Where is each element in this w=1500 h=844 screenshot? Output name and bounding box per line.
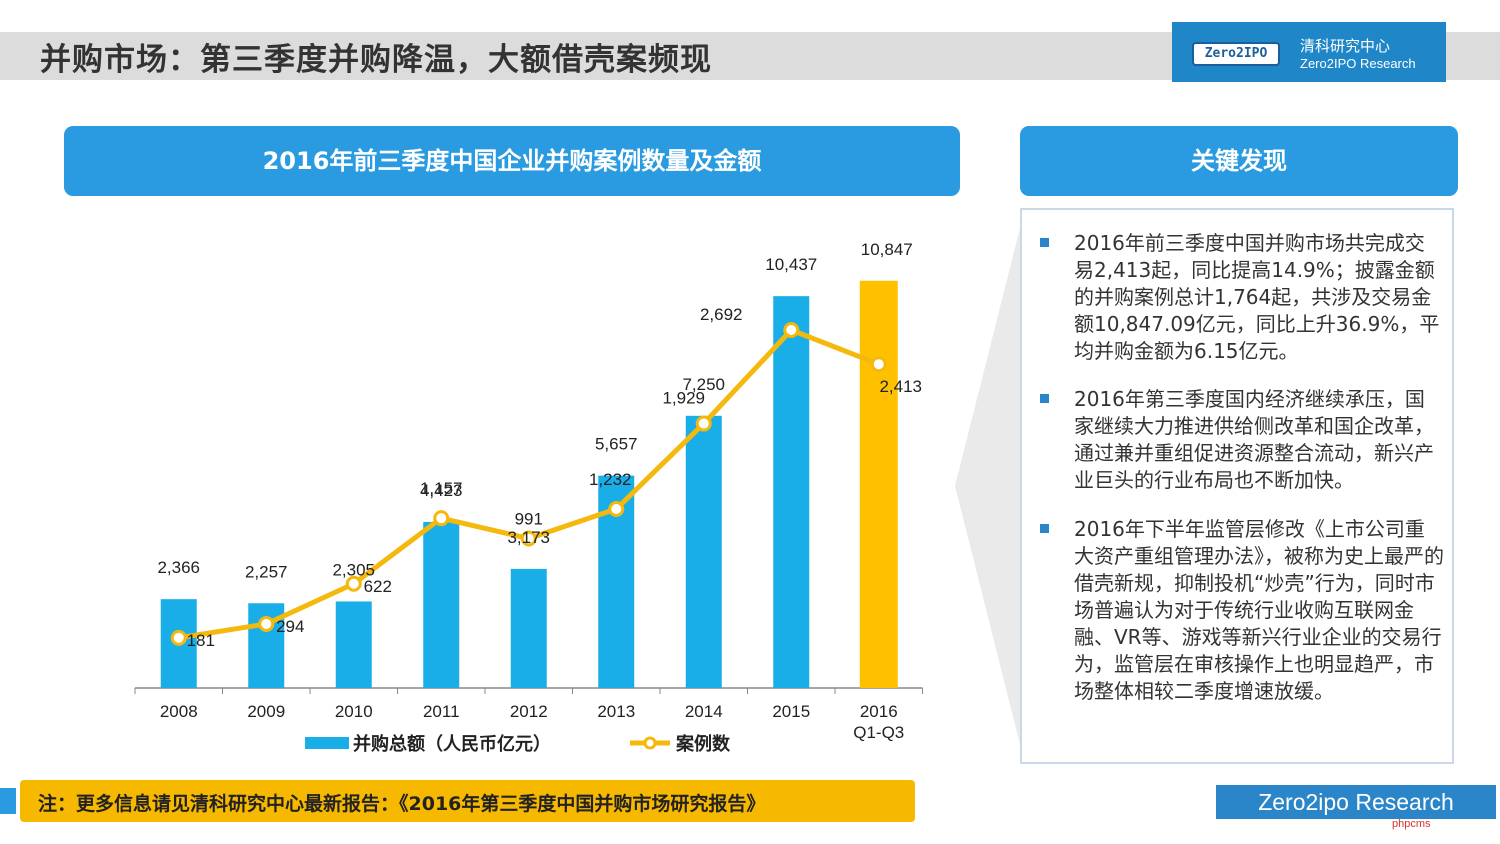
line-point [258,615,275,632]
x-tick-label: 2016 Q1-Q3 [853,702,904,742]
accent-bar [0,788,16,814]
line-value-label: 181 [187,631,215,650]
logo: Zero2IPO 清科研究中心 Zero2IPO Research [1172,22,1446,82]
x-tick-label: 2010 [335,702,373,721]
bar-value-label: 2,366 [157,558,200,577]
legend-swatch-point [643,736,657,750]
bar [685,415,722,688]
line-value-label: 991 [515,510,543,529]
x-tick-label: 2008 [160,702,198,721]
line-point [520,530,537,547]
finding-text: 2016年下半年监管层修改《上市公司重大资产重组管理办法》，被称为史上最严的借壳… [1074,517,1444,703]
bullet-icon [1040,394,1049,403]
line-point [870,356,887,373]
legend-label-bar: 并购总额（人民币亿元） [353,733,551,755]
line-value-label: 1,929 [662,389,705,408]
logo-chinese-name: 清科研究中心 [1300,37,1391,55]
watermark: phpcms [1392,818,1431,830]
logo-badge: Zero2IPO [1192,42,1280,66]
note-bar: 注：更多信息请见清科研究中心最新报告：《2016年第三季度中国并购市场研究报告》 [20,780,915,822]
line-value-label: 1,232 [589,470,632,489]
x-tick-label: 2015 [772,702,810,721]
line-point [608,500,625,517]
line-point [345,575,362,592]
bar [859,280,898,688]
bar-value-label: 4,423 [420,481,463,500]
findings-title: 关键发现 [1020,126,1458,196]
line-value-label: 622 [364,577,392,596]
pointer-wedge [955,208,1025,764]
bar-value-label: 7,250 [682,375,725,394]
line-value-label: 2,413 [879,377,922,396]
bar [335,601,372,688]
bar-value-label: 2,257 [245,562,288,581]
logo-english-name: Zero2IPO Research [1300,56,1416,71]
bar [510,568,547,688]
findings-panel: 2016年前三季度中国并购市场共完成交易2,413起，同比提高14.9%；披露金… [1020,208,1454,764]
bullet-icon [1040,238,1049,247]
page-title: 并购市场：第三季度并购降温，大额借壳案频现 [40,42,712,78]
bar-value-label: 5,657 [595,435,638,454]
x-tick-label: 2011 [423,702,460,721]
bar [423,521,460,688]
bar-value-label: 2,305 [332,560,375,579]
ma-chart: 2,366 2,257 2,305 4,423 3,173 5,657 7,250 10,43… [134,240,923,755]
chart-title: 2016年前三季度中国企业并购案例数量及金额 [64,126,960,196]
bar-value-label: 10,847 [861,240,913,259]
x-tick-label: 2009 [247,702,285,721]
note-text: 注：更多信息请见清科研究中心最新报告：《2016年第三季度中国并购市场研究报告》 [38,793,766,815]
line-value-label: 294 [276,617,304,636]
legend-swatch-bar [305,737,349,749]
bar-value-label: 10,437 [765,255,817,274]
line-point [695,415,712,432]
line-value-label: 1,157 [420,479,463,498]
legend-label-line: 案例数 [675,733,731,755]
bar [773,296,810,688]
footer-brand: Zero2ipo Research [1216,785,1496,819]
line-point [170,629,187,646]
finding-text: 2016年第三季度国内经济继续承压，国家继续大力推进供给侧改革和国企改革，通过兼… [1074,387,1434,492]
line-point [433,510,450,527]
line-point [783,322,800,339]
line-value-label: 2,692 [700,305,743,324]
x-tick-label: 2014 [685,702,723,721]
bullet-icon [1040,524,1049,533]
x-tick-label: 2013 [597,702,635,721]
finding-text: 2016年前三季度中国并购市场共完成交易2,413起，同比提高14.9%；披露金… [1074,231,1440,363]
x-tick-label: 2012 [510,702,548,721]
bar-value-label: 3,173 [507,528,550,547]
